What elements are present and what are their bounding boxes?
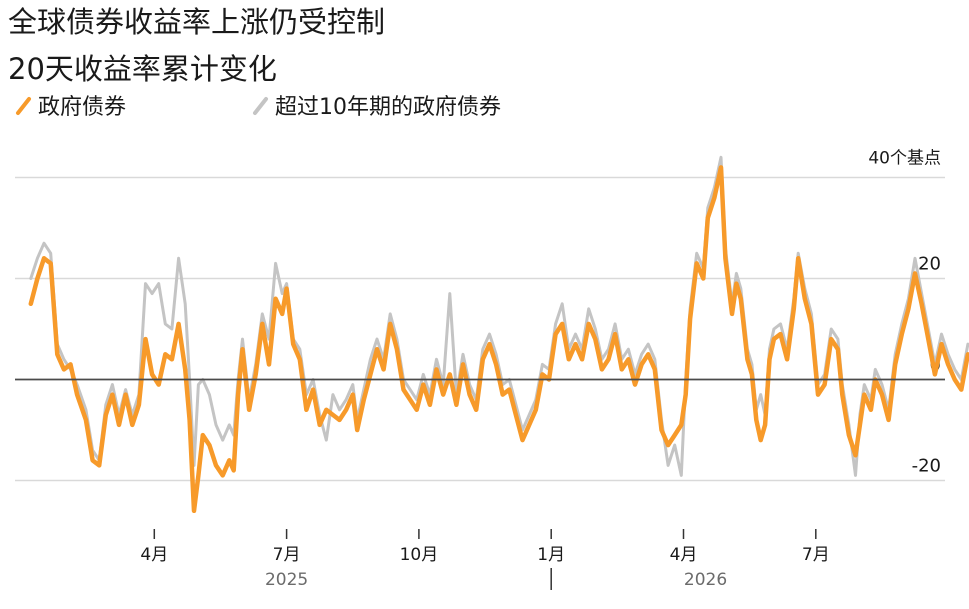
y-unit-label: 40个基点 (868, 149, 941, 169)
legend-swatch-orange-icon (16, 97, 31, 115)
y-tick-label: -20 (912, 456, 941, 477)
series-line-long-bonds (29, 155, 969, 477)
chart-title: 全球债券收益率上涨仍受控制 (8, 5, 386, 39)
legend-item-long-bonds: 超过10年期的政府债券 (251, 89, 501, 121)
x-tick-label: 4月 (140, 545, 168, 565)
x-tick-label: 7月 (273, 545, 301, 565)
legend-label-long-bonds: 超过10年期的政府债券 (275, 95, 501, 120)
legend-swatch-gray-icon (253, 97, 268, 115)
y-tick-label: 20 (918, 254, 941, 275)
year-label: 2025 (265, 570, 308, 590)
legend-label-government-bonds: 政府债券 (38, 95, 127, 120)
legend-item-government-bonds: 政府债券 (14, 89, 126, 121)
x-tick-label: 10月 (400, 545, 439, 565)
series-line-government-bonds (28, 165, 969, 514)
legend: 政府债券 超过10年期的政府债券 (0, 89, 969, 121)
year-label: 2026 (684, 570, 727, 590)
x-tick-label: 4月 (670, 545, 698, 565)
x-tick-label: 1月 (537, 545, 565, 565)
chart-subtitle: 20天收益率累计变化 (8, 52, 277, 86)
x-tick-label: 7月 (802, 545, 830, 565)
